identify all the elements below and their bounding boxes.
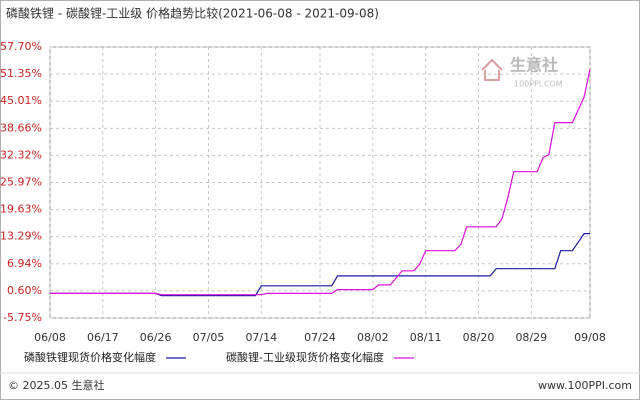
chart-title: 磷酸铁锂 - 碳酸锂-工业级 价格趋势比较(2021-06-08 - 2021-… xyxy=(6,6,379,21)
watermark-icon xyxy=(481,58,503,81)
x-tick-label: 08/11 xyxy=(410,331,442,344)
y-tick-label: 6.94% xyxy=(7,257,42,270)
footer-left: © 2025.05 生意社 xyxy=(8,378,104,392)
x-tick-label: 06/26 xyxy=(140,331,172,344)
x-tick-label: 06/08 xyxy=(34,331,66,344)
x-tick-label: 07/14 xyxy=(245,331,277,344)
y-tick-label: 32.32% xyxy=(0,148,42,161)
y-tick-label: 45.01% xyxy=(0,94,42,107)
series-line xyxy=(50,69,591,296)
y-tick-label: 38.66% xyxy=(0,121,42,134)
x-tick-label: 08/29 xyxy=(515,331,547,344)
footer-right: www.100PPI.com xyxy=(538,379,632,392)
x-tick-label: 08/20 xyxy=(463,331,495,344)
legend-label: 碳酸锂-工业级现货价格变化幅度 xyxy=(226,350,384,364)
watermark-sub: 100PPI.COM xyxy=(514,80,563,89)
y-tick-label: 13.29% xyxy=(0,230,42,243)
legend-label: 磷酸铁锂现货价格变化幅度 xyxy=(24,350,156,364)
x-tick-label: 07/24 xyxy=(304,331,336,344)
x-tick-label: 07/05 xyxy=(193,331,225,344)
y-tick-label: 19.63% xyxy=(0,203,42,216)
y-tick-label: 57.70% xyxy=(0,40,42,53)
x-tick-label: 08/02 xyxy=(357,331,389,344)
watermark: 生意社 xyxy=(510,56,558,75)
y-tick-label: 51.35% xyxy=(0,67,42,80)
y-tick-label: -5.75% xyxy=(3,311,42,324)
x-tick-label: 09/08 xyxy=(574,331,606,344)
y-tick-label: 25.97% xyxy=(0,176,42,189)
x-tick-label: 06/17 xyxy=(87,331,119,344)
series-line xyxy=(50,233,590,297)
y-tick-label: 0.60% xyxy=(7,284,42,297)
